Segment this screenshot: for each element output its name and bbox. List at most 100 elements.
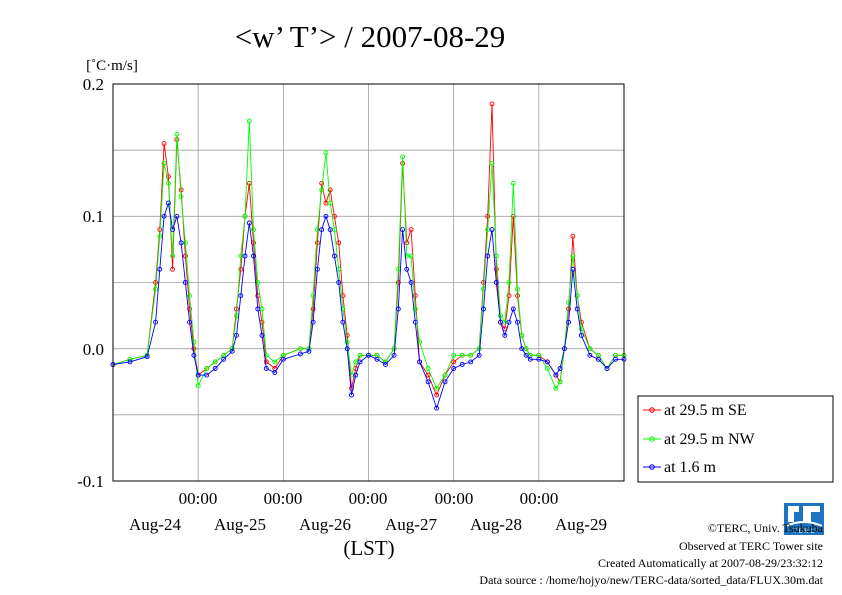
data-point — [229, 348, 235, 354]
data-point — [242, 253, 248, 259]
data-point — [246, 220, 252, 226]
data-point — [310, 319, 316, 325]
x-time-label: 00:00 — [179, 489, 218, 508]
data-point — [604, 366, 610, 371]
data-point — [157, 233, 163, 239]
data-point — [459, 362, 465, 367]
data-point — [349, 392, 354, 398]
data-point — [314, 266, 320, 272]
terc-logo-text: T E R C — [793, 529, 815, 535]
data-point — [613, 356, 618, 362]
x-date-label: Aug-25 — [214, 515, 266, 534]
x-date-label: Aug-26 — [299, 515, 351, 534]
data-point — [327, 187, 333, 193]
plot-frame — [112, 83, 625, 482]
data-point — [187, 319, 193, 325]
data-point — [340, 319, 346, 325]
data-point — [191, 346, 197, 352]
x-time-label: 00:00 — [264, 489, 303, 508]
y-unit-label: [˚C·m/s] — [86, 58, 138, 74]
legend-marker-low — [649, 464, 655, 470]
data-point — [408, 280, 414, 285]
data-point — [527, 356, 533, 362]
data-point — [578, 332, 584, 338]
data-point — [502, 332, 508, 338]
data-point — [400, 227, 406, 233]
data-point — [587, 352, 593, 358]
data-point — [489, 227, 495, 233]
footer-source: Data source : /home/hojyo/new/TERC-data/… — [479, 573, 823, 587]
data-point — [566, 319, 572, 325]
x-axis-label: (LST) — [343, 536, 394, 560]
data-point — [178, 194, 184, 199]
data-point — [259, 332, 265, 338]
data-point — [336, 280, 342, 285]
data-point — [212, 359, 218, 365]
data-point — [408, 253, 414, 259]
y-tick-label: 0.1 — [83, 207, 104, 226]
x-date-label: Aug-24 — [129, 515, 181, 534]
legend-label: at 29.5 m NW — [664, 431, 756, 448]
data-point — [272, 359, 278, 365]
data-point — [400, 154, 406, 160]
data-point — [485, 253, 491, 259]
data-point — [238, 293, 244, 299]
data-point — [468, 352, 474, 358]
data-point — [506, 319, 512, 325]
y-tick-label: 0.2 — [83, 75, 104, 94]
data-point — [242, 213, 248, 219]
footer-copyright: ©TERC, Univ. Tsukuba — [708, 521, 824, 535]
grid — [113, 84, 624, 481]
x-date-label: Aug-29 — [555, 515, 607, 534]
data-point — [498, 319, 503, 325]
x-date-label: Aug-27 — [385, 515, 437, 534]
data-point — [451, 366, 457, 371]
data-point — [515, 286, 520, 292]
data-point — [195, 372, 201, 378]
data-point — [178, 240, 184, 246]
data-point — [221, 356, 227, 362]
data-point — [510, 213, 516, 219]
legend-marker-se — [649, 407, 655, 413]
data-point — [481, 306, 486, 312]
data-point — [323, 213, 329, 219]
legend-label: at 29.5 m SE — [664, 402, 747, 419]
data-point — [319, 187, 325, 193]
data-point — [391, 352, 397, 358]
legend-label: at 1.6 m — [664, 459, 717, 476]
data-point — [314, 240, 320, 246]
data-point — [557, 366, 563, 371]
data-point — [544, 366, 550, 371]
footer-created: Created Automatically at 2007-08-29/23:3… — [598, 556, 823, 570]
data-point — [306, 348, 312, 354]
data-point — [468, 359, 474, 365]
data-point — [204, 366, 210, 371]
data-point — [506, 280, 512, 285]
data-point — [498, 313, 503, 319]
data-point — [574, 306, 580, 312]
data-point — [489, 101, 495, 107]
series-line — [112, 202, 624, 410]
data-point — [255, 306, 261, 312]
data-point — [272, 370, 278, 375]
data-point — [442, 372, 448, 378]
data-point — [489, 160, 495, 166]
data-point — [459, 352, 465, 358]
footer-observed: Observed at TERC Tower site — [679, 539, 823, 553]
data-point — [476, 352, 482, 358]
y-tick-label: 0.0 — [83, 340, 104, 359]
x-time-label: 00:00 — [349, 489, 388, 508]
data-point — [170, 266, 176, 272]
data-point — [251, 227, 256, 233]
data-point — [425, 372, 431, 378]
data-point — [395, 280, 401, 285]
data-point — [412, 319, 418, 325]
data-point — [182, 280, 188, 285]
data-point — [519, 346, 525, 352]
data-point — [174, 213, 180, 219]
data-point — [280, 356, 286, 362]
data-point — [195, 383, 201, 389]
data-point — [170, 253, 176, 259]
data-point — [574, 293, 580, 299]
